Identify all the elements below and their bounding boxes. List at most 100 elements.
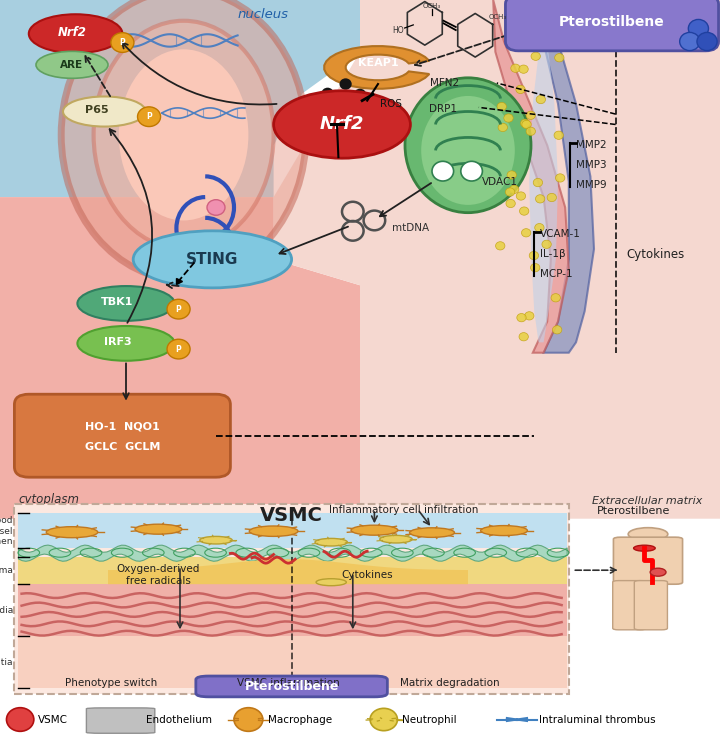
Ellipse shape [688,19,708,38]
Text: Cytokines: Cytokines [341,571,393,580]
Text: Macrophage: Macrophage [268,714,332,725]
Text: Blood
vessel
lumen: Blood vessel lumen [0,516,13,546]
Text: P: P [120,38,125,47]
Ellipse shape [552,325,562,334]
Ellipse shape [380,536,413,543]
Ellipse shape [507,171,516,179]
Text: Adventitia: Adventitia [0,658,13,667]
Ellipse shape [361,94,373,105]
Ellipse shape [634,545,655,551]
Text: VSMC: VSMC [260,506,323,525]
Text: cytoplasm: cytoplasm [18,493,79,506]
Text: ROS: ROS [380,99,402,109]
Text: VDAC1: VDAC1 [482,176,518,187]
FancyBboxPatch shape [18,514,567,548]
Ellipse shape [327,120,339,131]
Text: MCP-1: MCP-1 [540,269,572,279]
Text: Phenotype switch: Phenotype switch [66,678,158,688]
Polygon shape [493,0,569,353]
Ellipse shape [510,185,519,193]
Ellipse shape [535,224,544,232]
Text: P65: P65 [86,105,109,116]
FancyBboxPatch shape [14,394,230,477]
Ellipse shape [517,313,526,322]
Ellipse shape [322,87,334,99]
Ellipse shape [77,326,175,361]
Ellipse shape [551,293,560,302]
Ellipse shape [111,33,134,53]
Ellipse shape [167,339,190,359]
Text: IRF3: IRF3 [104,337,131,348]
Ellipse shape [697,33,717,50]
Text: IL-1β: IL-1β [540,249,566,259]
Ellipse shape [77,286,175,321]
Ellipse shape [316,579,346,585]
FancyBboxPatch shape [613,537,683,584]
Text: VCAM-1: VCAM-1 [540,230,581,239]
FancyBboxPatch shape [14,504,569,694]
Ellipse shape [340,79,352,90]
Ellipse shape [328,98,341,110]
Ellipse shape [405,78,531,213]
Ellipse shape [531,264,540,272]
Ellipse shape [519,65,528,73]
Ellipse shape [63,96,145,127]
Ellipse shape [133,231,292,288]
FancyBboxPatch shape [634,581,667,630]
Ellipse shape [369,113,381,125]
Text: Matrix degradation: Matrix degradation [400,678,500,688]
Text: DRP1: DRP1 [429,104,456,114]
Ellipse shape [521,119,530,127]
Text: MMP3: MMP3 [576,160,607,170]
Ellipse shape [542,240,552,248]
Ellipse shape [547,193,557,202]
Text: mtDNA: mtDNA [392,223,430,233]
Ellipse shape [504,114,513,122]
Ellipse shape [207,200,225,215]
Text: Endothelium: Endothelium [146,714,212,725]
Ellipse shape [6,708,34,731]
Ellipse shape [274,90,410,159]
Text: HO: HO [392,26,404,35]
FancyBboxPatch shape [196,676,387,697]
Text: P: P [146,112,152,122]
Text: OCH₃: OCH₃ [488,13,506,19]
Ellipse shape [516,85,525,93]
Ellipse shape [200,536,232,544]
Text: STING: STING [186,252,238,267]
Ellipse shape [516,192,526,200]
Text: OCH₃: OCH₃ [423,3,441,9]
Ellipse shape [46,527,98,538]
Text: nucleus: nucleus [238,7,288,21]
Ellipse shape [495,242,505,250]
Ellipse shape [520,207,529,215]
Ellipse shape [497,102,506,110]
Ellipse shape [167,299,190,319]
Ellipse shape [119,49,248,221]
Text: MMP9: MMP9 [576,179,607,190]
Ellipse shape [410,528,454,537]
Text: Inflammatory cell infiltration: Inflammatory cell infiltration [328,505,478,514]
Text: P: P [176,305,181,313]
Text: Pterostilbene: Pterostilbene [244,680,339,693]
Ellipse shape [94,21,274,249]
Ellipse shape [521,229,531,237]
Text: KEAP1: KEAP1 [358,59,398,68]
Ellipse shape [519,333,528,341]
Text: Oxygen-derived
free radicals: Oxygen-derived free radicals [117,564,200,586]
Text: HO-1  NQO1: HO-1 NQO1 [85,422,160,431]
Ellipse shape [526,111,536,119]
Polygon shape [0,0,360,197]
Ellipse shape [529,251,539,259]
Text: Media: Media [0,605,13,615]
Ellipse shape [135,524,181,534]
Ellipse shape [650,568,666,576]
Ellipse shape [628,528,668,541]
Ellipse shape [29,14,122,53]
Text: Pterostilbene: Pterostilbene [559,15,665,29]
FancyBboxPatch shape [613,581,646,630]
Ellipse shape [525,312,534,320]
Ellipse shape [505,188,515,196]
Text: Extracellular matrix: Extracellular matrix [592,496,702,506]
Ellipse shape [315,539,347,546]
